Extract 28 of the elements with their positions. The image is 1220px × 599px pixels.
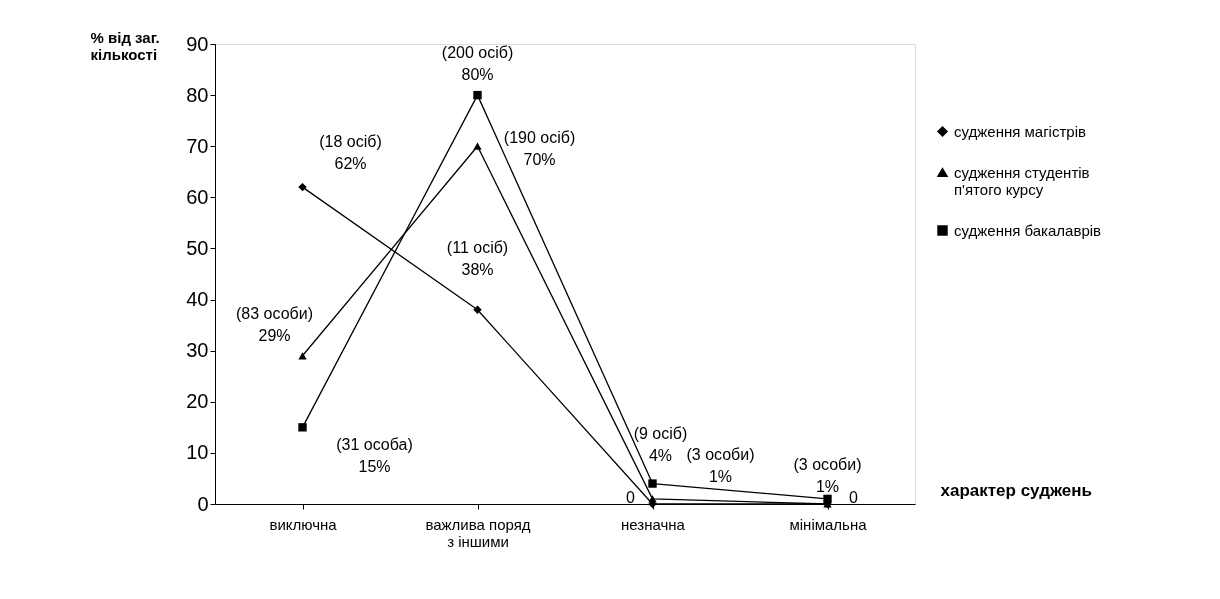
annotation: (9 осіб) 4% (633, 424, 688, 464)
annotation: (18 осіб) 62% (319, 133, 382, 173)
x-tick-label: мінімальна (789, 515, 868, 533)
y-tick-label: 80 (186, 83, 209, 106)
x-tick-label: виключна (269, 515, 338, 533)
y-tick-label: 50 (186, 236, 209, 259)
annotation: (83 особи) 29% (236, 304, 313, 344)
x-tick-label: незначна (621, 515, 686, 533)
x-axis-title: характер суджень (940, 480, 1092, 500)
legend-label: судження бакалаврів (954, 221, 1102, 239)
legend-label: судження магістрів (954, 122, 1086, 140)
y-tick-label: 0 (197, 492, 209, 515)
legend-label: судження студентів п'ятого курсу (954, 163, 1090, 198)
y-tick-label: 10 (186, 441, 209, 464)
y-tick-label: 20 (186, 390, 209, 413)
annotation: 0 (626, 489, 636, 506)
y-tick-label: 30 (186, 339, 209, 362)
annotation: (11 осіб) 38% (446, 238, 509, 278)
y-axis-title: % від заг. кількості (90, 28, 160, 63)
annotation: (200 осіб) 80% (441, 44, 514, 84)
x-tick-label: важлива поряд з іншими (425, 515, 531, 550)
y-tick-label: 90 (186, 32, 209, 55)
y-tick-label: 60 (186, 185, 209, 208)
annotation: (3 особи) 1% (686, 445, 755, 485)
annotation: (31 особа) 15% (336, 436, 413, 476)
annotation: (190 осіб) 70% (503, 129, 576, 169)
y-tick-label: 40 (186, 288, 209, 311)
y-tick-label: 70 (186, 134, 209, 157)
